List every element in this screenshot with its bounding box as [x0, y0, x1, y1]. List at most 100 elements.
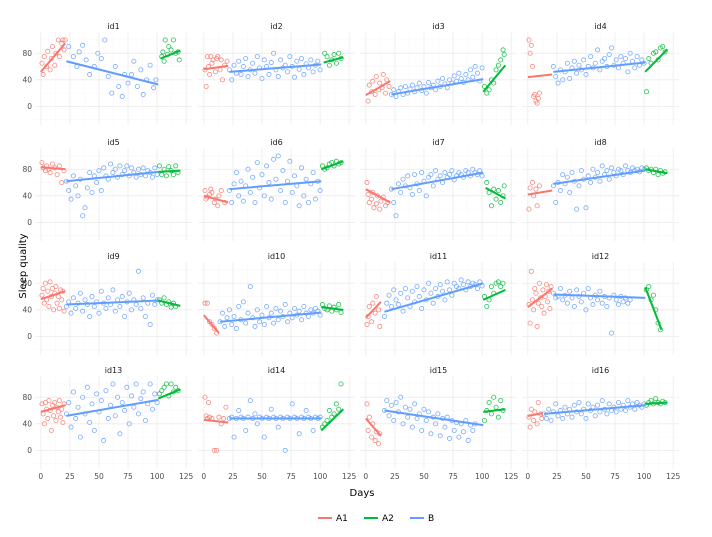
- data-point-b: [423, 418, 429, 424]
- data-point-b: [419, 170, 425, 176]
- data-point-b: [131, 58, 137, 64]
- trend-line-a1: [40, 42, 66, 73]
- data-point-b: [229, 321, 235, 327]
- data-point-b: [219, 310, 225, 316]
- legend-label: A1: [336, 514, 348, 524]
- data-point-a1: [45, 48, 51, 54]
- data-point-b: [292, 173, 298, 179]
- legend-item-a2: A2: [364, 514, 394, 524]
- x-tick-label: 100: [313, 472, 328, 481]
- data-point-b: [317, 188, 323, 194]
- data-point-b: [125, 80, 131, 86]
- data-point-b: [470, 166, 476, 172]
- data-point-b: [437, 433, 443, 439]
- data-point-b: [609, 45, 615, 51]
- data-point-a2: [333, 60, 339, 66]
- data-point-b: [604, 411, 610, 417]
- data-point-b: [254, 307, 260, 313]
- data-point-a1: [536, 183, 542, 189]
- x-tick-label: 50: [581, 472, 591, 481]
- trend-line-b: [220, 311, 322, 323]
- data-point-b: [428, 172, 434, 178]
- data-point-b: [458, 76, 464, 82]
- data-point-b: [254, 54, 260, 60]
- y-tick-label: 40: [22, 191, 32, 200]
- data-point-b: [398, 85, 404, 91]
- data-point-b: [266, 180, 272, 186]
- y-tick-label: 0: [27, 218, 32, 227]
- data-point-b: [91, 304, 97, 310]
- data-point-a1: [41, 421, 47, 427]
- data-point-a1: [377, 206, 383, 212]
- panel-id13: id13 0 40 80 0 25 50 75 100 125: [22, 366, 193, 481]
- data-point-a1: [527, 50, 533, 56]
- data-point-a1: [211, 447, 217, 453]
- data-point-a2: [484, 304, 490, 310]
- data-point-b: [310, 170, 316, 176]
- data-point-b: [555, 413, 561, 419]
- data-point-a1: [216, 414, 222, 420]
- data-point-a1: [365, 191, 371, 197]
- data-point-b: [393, 400, 399, 406]
- data-point-a1: [534, 100, 540, 106]
- data-point-b: [599, 398, 605, 404]
- data-point-b: [592, 413, 598, 419]
- trend-line-b: [66, 299, 159, 306]
- data-point-a2: [646, 56, 652, 62]
- data-point-b: [280, 168, 286, 174]
- data-point-b: [254, 160, 260, 166]
- data-point-b: [465, 279, 471, 285]
- data-point-b: [595, 402, 601, 408]
- panel-id12: id12: [522, 252, 679, 355]
- data-point-a1: [56, 305, 62, 311]
- data-point-b: [576, 62, 582, 68]
- data-point-b: [578, 299, 584, 305]
- data-point-a1: [56, 398, 62, 404]
- data-point-a1: [528, 406, 534, 412]
- data-point-b: [393, 213, 399, 219]
- data-point-b: [426, 280, 432, 286]
- data-point-b: [470, 74, 476, 80]
- data-point-b: [444, 279, 450, 285]
- data-point-b: [73, 305, 79, 311]
- data-point-b: [433, 421, 439, 427]
- data-point-a2: [168, 381, 174, 387]
- data-point-b: [259, 172, 265, 178]
- data-point-b: [149, 292, 155, 298]
- data-point-b: [73, 416, 79, 422]
- data-point-a1: [54, 300, 60, 306]
- data-point-b: [470, 427, 476, 433]
- data-point-b: [119, 400, 125, 406]
- data-point-b: [423, 193, 429, 199]
- data-point-b: [268, 310, 274, 316]
- data-point-b: [252, 199, 258, 205]
- data-point-b: [423, 90, 429, 96]
- data-point-b: [560, 416, 566, 422]
- data-point-b: [261, 193, 267, 199]
- data-point-b: [87, 419, 93, 425]
- trend-line-a1: [527, 73, 553, 79]
- data-point-b: [303, 408, 309, 414]
- data-point-b: [292, 305, 298, 311]
- data-point-b: [616, 400, 622, 406]
- data-point-b: [430, 300, 436, 306]
- data-point-b: [236, 408, 242, 414]
- trend-line-a1: [365, 301, 382, 319]
- panel-title: id15: [430, 366, 447, 375]
- panel-title: id14: [268, 366, 285, 375]
- data-point-a1: [376, 307, 382, 313]
- data-point-b: [296, 431, 302, 437]
- data-point-b: [252, 70, 258, 76]
- data-point-b: [599, 163, 605, 169]
- data-point-b: [632, 65, 638, 71]
- data-point-b: [226, 307, 232, 313]
- data-point-a1: [540, 287, 546, 293]
- data-point-b: [153, 77, 159, 83]
- data-point-a1: [527, 185, 533, 191]
- data-point-b: [136, 411, 142, 417]
- data-point-b: [416, 80, 422, 86]
- data-point-a1: [224, 58, 230, 64]
- x-tick-label: 75: [610, 472, 620, 481]
- data-point-b: [588, 54, 594, 60]
- y-tick-label: 0: [27, 446, 32, 455]
